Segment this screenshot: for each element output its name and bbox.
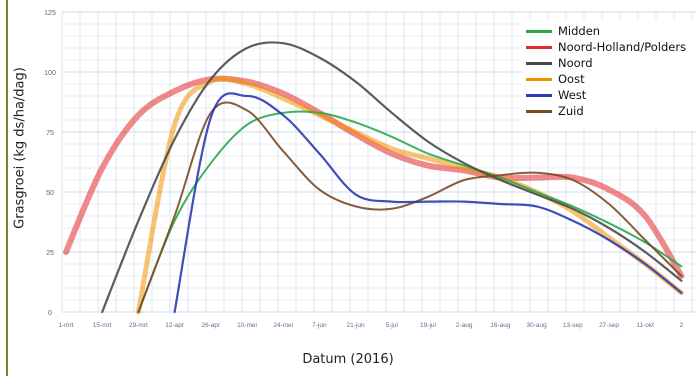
series-line xyxy=(135,76,684,315)
x-tick-label: 7-jun xyxy=(312,322,327,329)
y-tick-label: 100 xyxy=(44,70,56,77)
legend: Midden Noord-Holland/Polders Noord Oost West… xyxy=(522,20,696,130)
series-line xyxy=(101,41,683,314)
series-line xyxy=(137,110,683,313)
x-tick-labels: 1-mrt 15-mrt 29-mrt 12-apr 26-apr 10-mei 24-me… xyxy=(58,322,683,329)
x-tick-label: 10-mei xyxy=(237,322,257,329)
x-tick-label: 27-sep xyxy=(599,322,619,329)
x-tick-label: 12-apr xyxy=(165,322,185,329)
x-tick-label: 24-mei xyxy=(273,322,293,329)
x-tick-label: 15-mrt xyxy=(93,322,112,329)
legend-swatch xyxy=(526,78,552,81)
legend-label: Noord xyxy=(558,56,593,70)
series-line xyxy=(137,101,683,313)
series-line xyxy=(63,75,685,279)
x-tick-label: 19-jul xyxy=(420,322,436,329)
legend-swatch xyxy=(526,94,552,97)
x-tick-label: 5-jul xyxy=(386,322,399,329)
legend-label: Zuid xyxy=(558,104,584,118)
y-tick-label: 0 xyxy=(48,310,52,317)
x-tick-label: 30-aug xyxy=(526,322,547,329)
x-tick-label: 11-okt xyxy=(636,322,654,329)
x-tick-label: 29-mrt xyxy=(129,322,148,329)
legend-label: Oost xyxy=(558,72,585,86)
legend-swatch xyxy=(526,62,552,65)
legend-label: Midden xyxy=(558,24,601,38)
y-tick-label: 25 xyxy=(46,250,54,257)
x-tick-label: 2 xyxy=(680,322,684,329)
y-tick-label: 125 xyxy=(44,10,56,17)
legend-swatch xyxy=(526,30,552,33)
x-tick-label: 13-sep xyxy=(563,322,583,329)
legend-label: Noord-Holland/Polders xyxy=(558,40,687,54)
legend-swatch xyxy=(526,110,552,113)
x-tick-label: 16-aug xyxy=(490,322,511,329)
series-line xyxy=(173,92,683,314)
x-tick-label: 1-mrt xyxy=(58,322,73,329)
left-accent-rule xyxy=(6,0,8,376)
x-axis-label: Datum (2016) xyxy=(302,352,394,367)
legend-label: West xyxy=(558,88,587,102)
x-tick-label: 26-apr xyxy=(201,322,221,329)
y-axis-label: Grasgroei (kg ds/ha/dag) xyxy=(12,67,28,229)
y-tick-label: 50 xyxy=(46,190,54,197)
x-tick-label: 2-aug xyxy=(456,322,473,329)
y-tick-label: 75 xyxy=(46,130,54,137)
y-tick-labels: 0 25 50 75 100 125 xyxy=(44,10,56,317)
series-lines xyxy=(63,41,685,315)
legend-swatch xyxy=(526,46,552,49)
x-tick-label: 21-jun xyxy=(347,322,365,329)
